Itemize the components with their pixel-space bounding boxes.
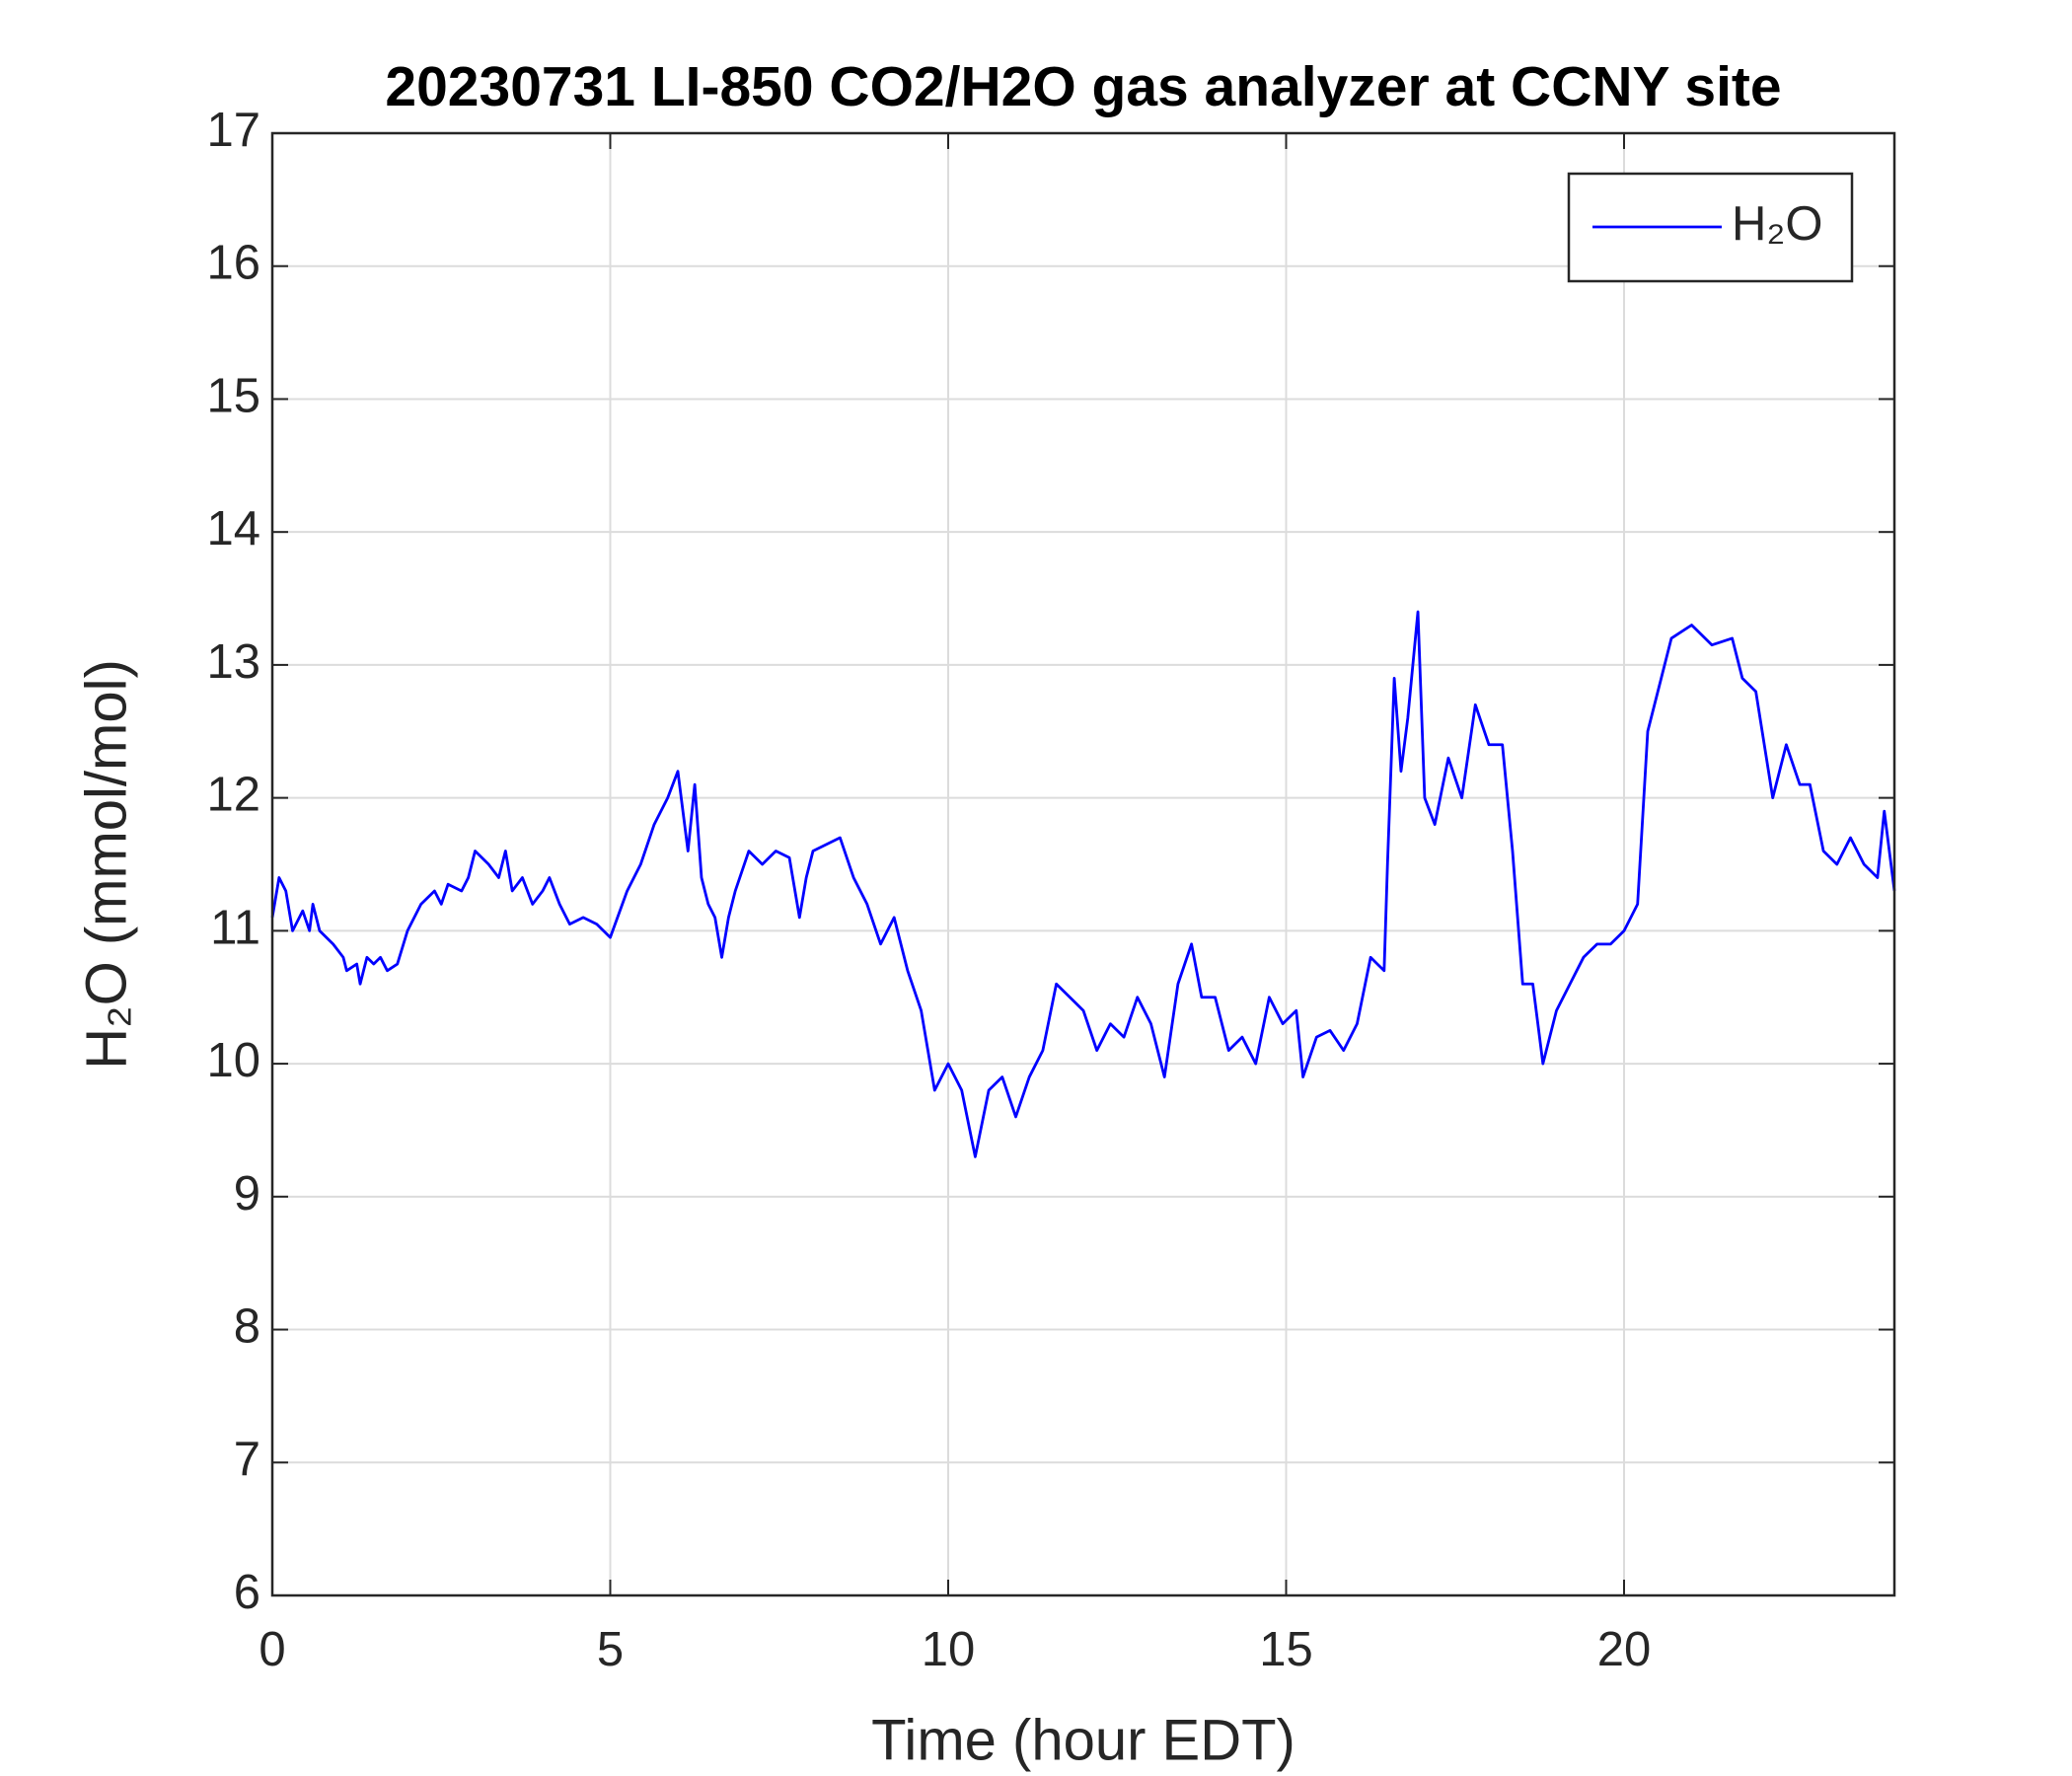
y-tick-label: 13 (206, 635, 260, 689)
y-tick-label: 12 (206, 769, 260, 822)
y-tick-label: 14 (206, 502, 260, 555)
y-tick-label: 7 (234, 1433, 260, 1486)
x-axis-label: Time (hour EDT) (871, 1708, 1295, 1772)
x-tick-label: 0 (259, 1623, 285, 1676)
y-tick-label: 6 (234, 1566, 260, 1619)
y-tick-label: 9 (234, 1167, 260, 1221)
y-tick-label: 8 (234, 1299, 260, 1353)
legend: H₂O (1567, 172, 1854, 283)
data-line (270, 610, 1896, 1158)
x-tick-label: 15 (1259, 1623, 1313, 1676)
y-axis-label: H₂O (mmol/mol) (74, 659, 138, 1070)
y-tick-label: 10 (206, 1034, 260, 1087)
axes-frame (270, 131, 1896, 1597)
x-tick-label: 5 (597, 1623, 624, 1676)
x-tick-label: 20 (1597, 1623, 1652, 1676)
y-tick-label: 16 (206, 237, 260, 290)
x-tick-label: 10 (922, 1623, 976, 1676)
legend-label: H₂O (1732, 197, 1823, 251)
grid (271, 132, 1894, 1596)
chart-title: 20230731 LI-850 CO2/H2O gas analyzer at … (385, 55, 1781, 118)
y-tick-label: 15 (206, 369, 260, 422)
y-tick-label: 17 (206, 104, 260, 157)
plot-area (270, 610, 1896, 1158)
y-tick-label: 11 (210, 901, 260, 954)
